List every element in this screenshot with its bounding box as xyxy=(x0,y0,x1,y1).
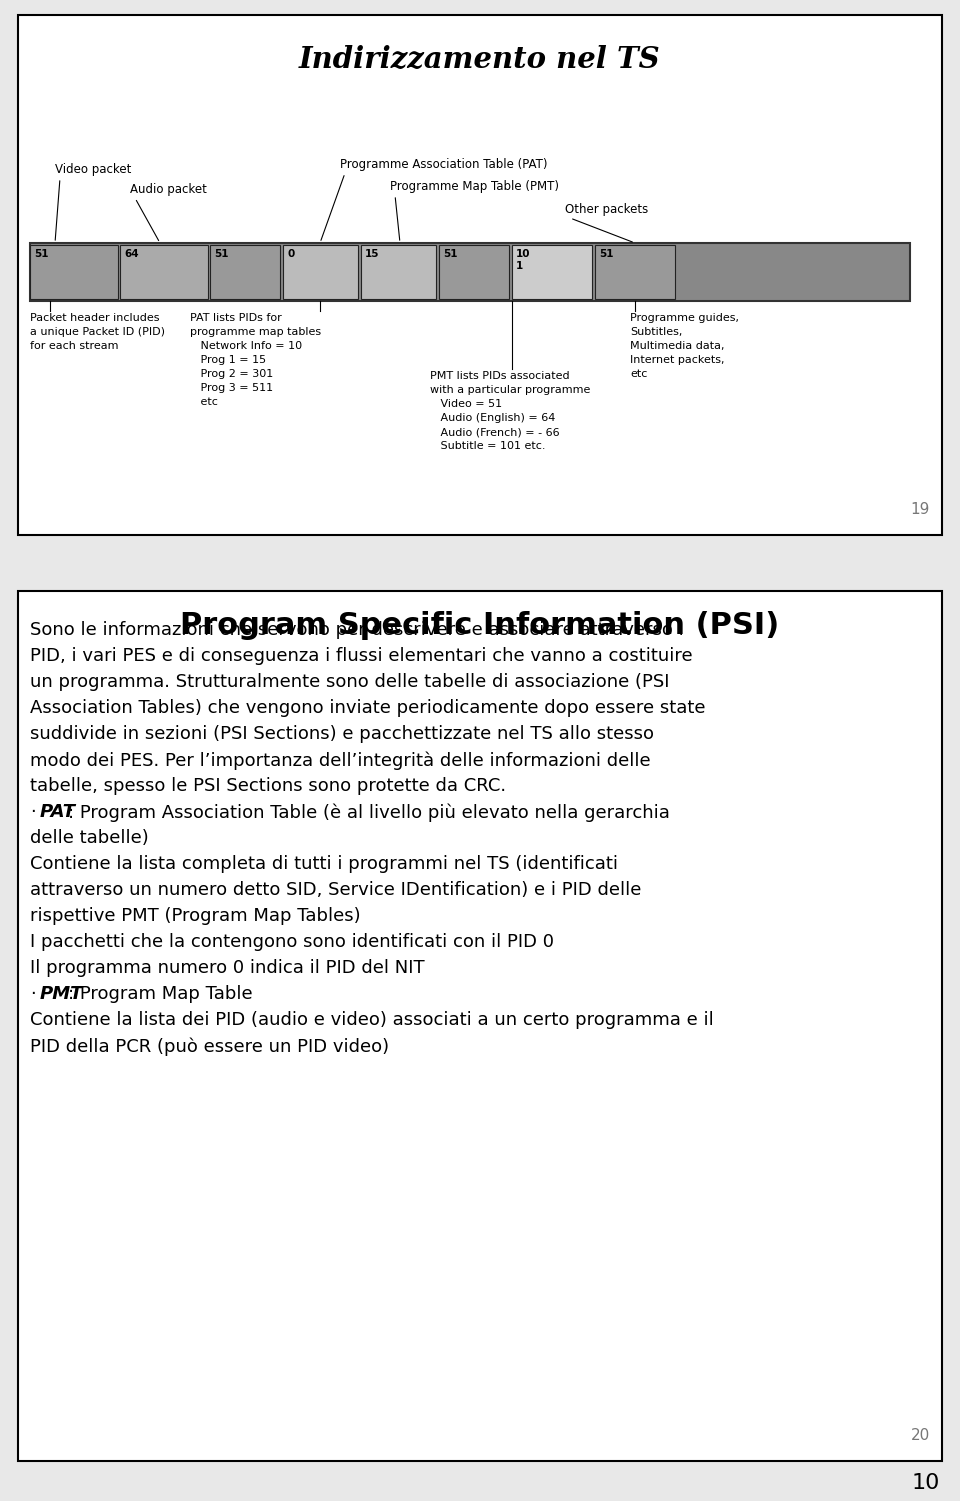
Text: Indirizzamento nel TS: Indirizzamento nel TS xyxy=(300,45,660,74)
Text: Association Tables) che vengono inviate periodicamente dopo essere state: Association Tables) che vengono inviate … xyxy=(30,699,706,717)
Bar xyxy=(30,245,118,299)
Bar xyxy=(512,245,592,299)
Text: Other packets: Other packets xyxy=(565,203,648,216)
Text: tabelle, spesso le PSI Sections sono protette da CRC.: tabelle, spesso le PSI Sections sono pro… xyxy=(30,778,506,796)
Bar xyxy=(361,245,436,299)
Text: rispettive PMT (Program Map Tables): rispettive PMT (Program Map Tables) xyxy=(30,907,361,925)
Text: suddivide in sezioni (PSI Sections) e pacchettizzate nel TS allo stesso: suddivide in sezioni (PSI Sections) e pa… xyxy=(30,725,654,743)
Text: ·: · xyxy=(30,985,36,1003)
Text: PMT: PMT xyxy=(40,985,84,1003)
Bar xyxy=(595,245,675,299)
Text: 51: 51 xyxy=(443,249,458,260)
Text: 51: 51 xyxy=(599,249,613,260)
Bar xyxy=(120,245,208,299)
Text: Sono le informazioni che servono per descrivere e associare attraverso i: Sono le informazioni che servono per des… xyxy=(30,621,684,639)
Text: Audio packet: Audio packet xyxy=(130,183,206,197)
Text: Contiene la lista completa di tutti i programmi nel TS (identificati: Contiene la lista completa di tutti i pr… xyxy=(30,856,618,874)
Text: 10
1: 10 1 xyxy=(516,249,531,270)
Text: PMT lists PIDs associated
with a particular programme
   Video = 51
   Audio (En: PMT lists PIDs associated with a particu… xyxy=(430,371,590,450)
Text: 15: 15 xyxy=(365,249,379,260)
Text: 10: 10 xyxy=(912,1472,940,1493)
Bar xyxy=(18,591,942,1460)
Text: PAT: PAT xyxy=(40,803,76,821)
Text: 51: 51 xyxy=(214,249,228,260)
Bar xyxy=(30,243,910,302)
Text: 0: 0 xyxy=(287,249,295,260)
Bar xyxy=(283,245,358,299)
Text: : Program Map Table: : Program Map Table xyxy=(68,985,252,1003)
Bar xyxy=(439,245,509,299)
Text: Packet header includes
a unique Packet ID (PID)
for each stream: Packet header includes a unique Packet I… xyxy=(30,314,165,351)
Text: 51: 51 xyxy=(34,249,49,260)
Text: modo dei PES. Per l’importanza dell’integrità delle informazioni delle: modo dei PES. Per l’importanza dell’inte… xyxy=(30,750,651,770)
Text: 20: 20 xyxy=(911,1427,930,1442)
Text: ·: · xyxy=(30,803,36,821)
Text: Contiene la lista dei PID (audio e video) associati a un certo programma e il: Contiene la lista dei PID (audio e video… xyxy=(30,1012,713,1030)
Text: PID, i vari PES e di conseguenza i flussi elementari che vanno a costituire: PID, i vari PES e di conseguenza i fluss… xyxy=(30,647,692,665)
Text: un programma. Strutturalmente sono delle tabelle di associazione (PSI: un programma. Strutturalmente sono delle… xyxy=(30,672,669,690)
Bar xyxy=(210,245,280,299)
Text: 64: 64 xyxy=(124,249,138,260)
Text: Program Specific Information (PSI): Program Specific Information (PSI) xyxy=(180,611,780,639)
Text: attraverso un numero detto SID, Service IDentification) e i PID delle: attraverso un numero detto SID, Service … xyxy=(30,881,641,899)
Text: : Program Association Table (è al livello più elevato nella gerarchia: : Program Association Table (è al livell… xyxy=(68,803,670,821)
Text: Video packet: Video packet xyxy=(55,164,132,176)
Text: I pacchetti che la contengono sono identificati con il PID 0: I pacchetti che la contengono sono ident… xyxy=(30,934,554,952)
Text: Programme Map Table (PMT): Programme Map Table (PMT) xyxy=(390,180,559,194)
Text: PID della PCR (può essere un PID video): PID della PCR (può essere un PID video) xyxy=(30,1037,389,1055)
Text: 19: 19 xyxy=(911,501,930,516)
Text: PAT lists PIDs for
programme map tables
   Network Info = 10
   Prog 1 = 15
   P: PAT lists PIDs for programme map tables … xyxy=(190,314,322,407)
Text: Programme Association Table (PAT): Programme Association Table (PAT) xyxy=(340,158,547,171)
Text: Programme guides,
Subtitles,
Multimedia data,
Internet packets,
etc: Programme guides, Subtitles, Multimedia … xyxy=(630,314,739,378)
Text: delle tabelle): delle tabelle) xyxy=(30,829,149,847)
Bar xyxy=(18,15,942,534)
Text: Il programma numero 0 indica il PID del NIT: Il programma numero 0 indica il PID del … xyxy=(30,959,424,977)
